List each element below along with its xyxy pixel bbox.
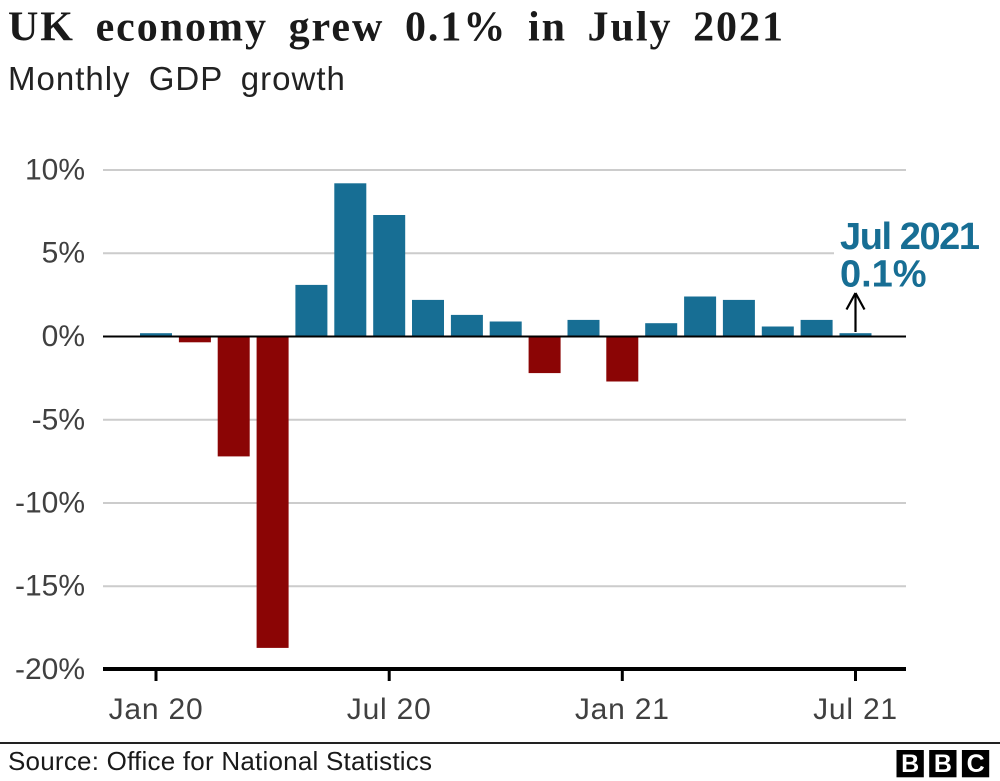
svg-text:B: B bbox=[934, 750, 952, 778]
svg-text:Jan 20: Jan 20 bbox=[109, 693, 204, 726]
svg-text:Jul 21: Jul 21 bbox=[813, 693, 898, 726]
svg-text:Jul 2021: Jul 2021 bbox=[840, 216, 980, 258]
svg-text:0%: 0% bbox=[42, 320, 85, 353]
svg-text:UK economy grew 0.1% in July 2: UK economy grew 0.1% in July 2021 bbox=[8, 5, 785, 51]
svg-text:Jul 20: Jul 20 bbox=[347, 693, 432, 726]
svg-text:C: C bbox=[967, 750, 985, 778]
svg-text:-10%: -10% bbox=[15, 487, 85, 520]
svg-text:-20%: -20% bbox=[15, 653, 85, 686]
svg-text:-5%: -5% bbox=[32, 403, 85, 436]
svg-text:Monthly GDP growth: Monthly GDP growth bbox=[8, 60, 346, 97]
svg-text:5%: 5% bbox=[42, 237, 85, 270]
svg-text:0.1%: 0.1% bbox=[840, 254, 927, 296]
svg-text:Source: Office for National St: Source: Office for National Statistics bbox=[8, 746, 432, 776]
svg-text:10%: 10% bbox=[25, 154, 85, 187]
svg-text:Jan 21: Jan 21 bbox=[575, 693, 670, 726]
svg-text:B: B bbox=[901, 750, 919, 778]
svg-text:-15%: -15% bbox=[15, 570, 85, 603]
